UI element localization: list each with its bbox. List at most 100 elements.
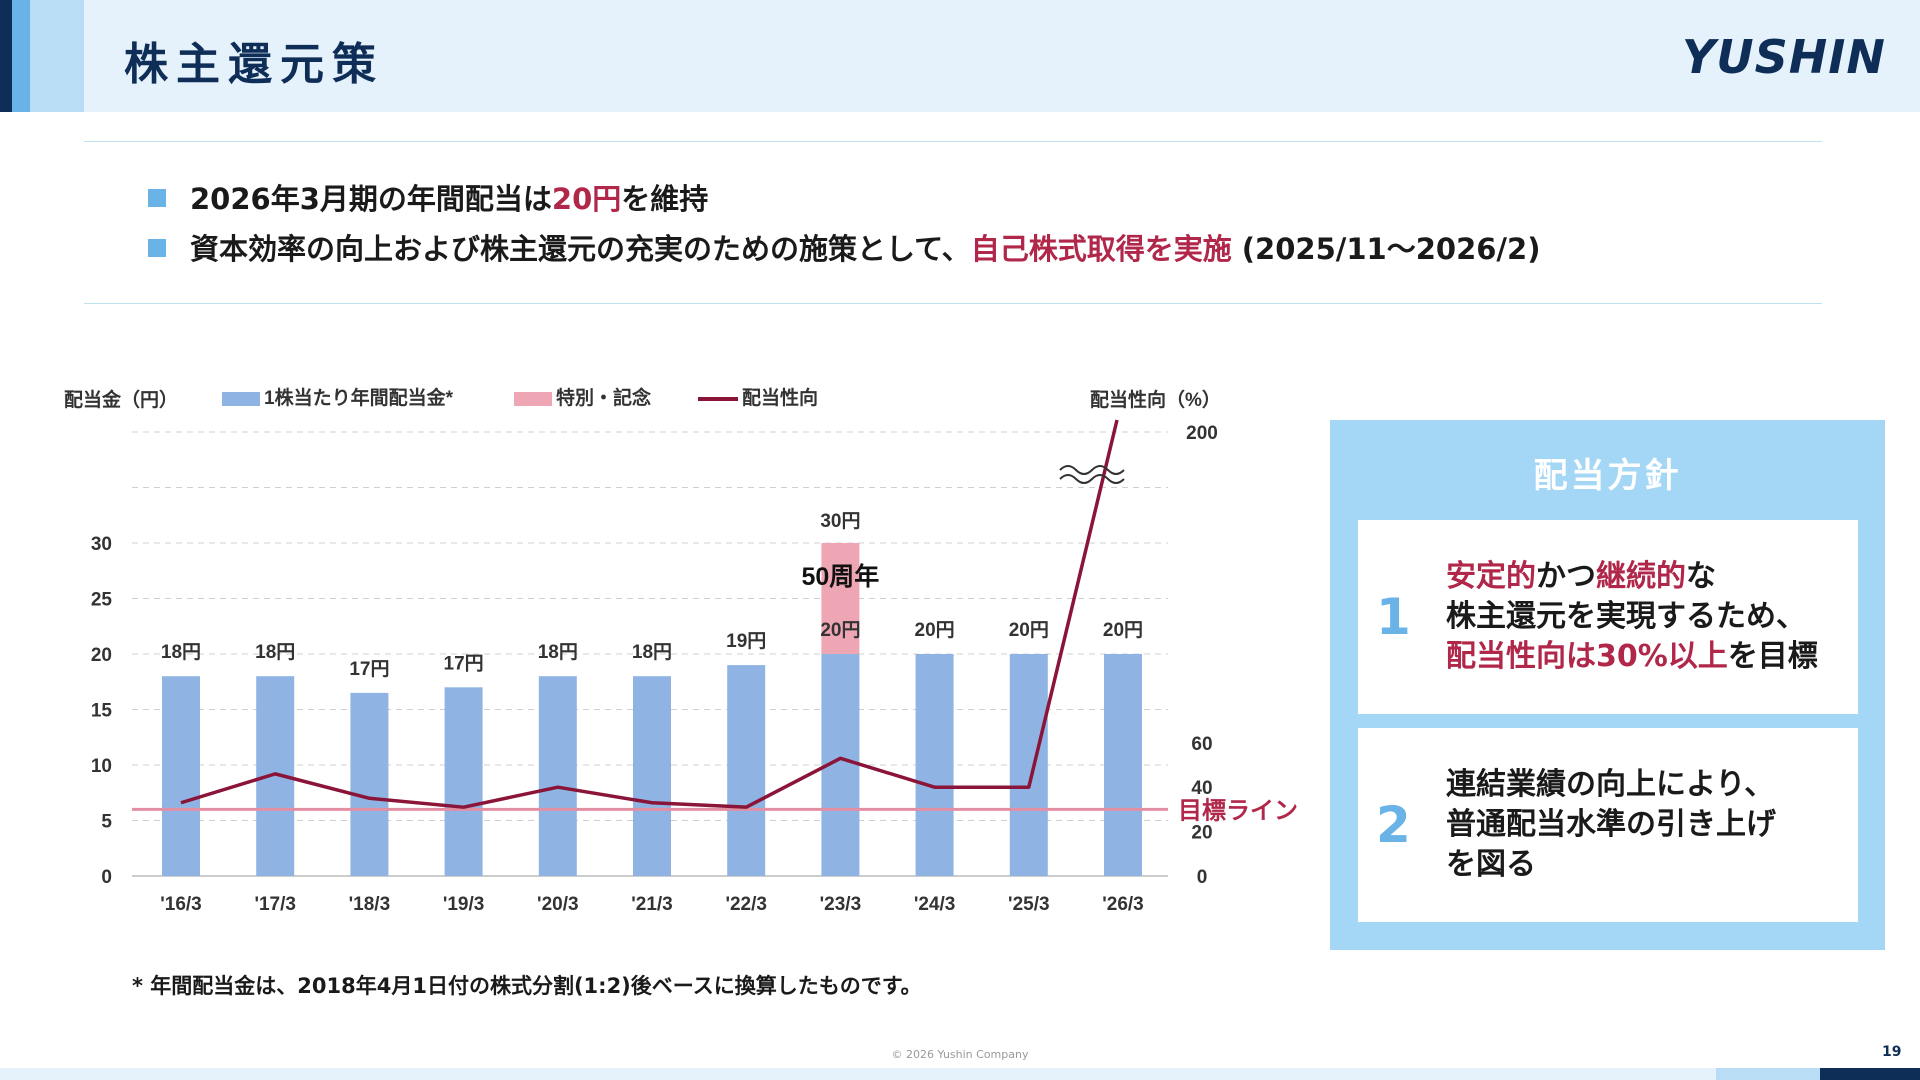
policy-line: 配当性向は30%以上を目標: [1446, 637, 1818, 677]
footnote: * 年間配当金は、2018年4月1日付の株式分割(1:2)後ベースに換算したもの…: [132, 974, 922, 998]
policy-card-1: 1 安定的かつ継続的な 株主還元を実現するため、 配当性向は30%以上を目標: [1358, 520, 1858, 714]
bullet-buyback: 資本効率の向上および株主還元の充実のための施策として、自己株式取得を実施 (20…: [148, 226, 1540, 268]
bar-value-label: 20円: [820, 620, 860, 641]
left-tick-label: 5: [101, 812, 112, 833]
page-title: 株主還元策: [124, 39, 384, 90]
policy-segment: な: [1686, 559, 1716, 594]
legend-swatch-regular: [222, 392, 260, 406]
target-line-label: 目標ライン: [1178, 797, 1298, 824]
x-tick-label: '23/3: [820, 894, 862, 915]
dividend-policy-panel: 配当方針 1 安定的かつ継続的な 株主還元を実現するため、 配当性向は30%以上を目…: [1330, 420, 1885, 950]
left-axis-title: 配当金（円）: [64, 388, 178, 411]
special-value-label: 30円: [820, 511, 860, 532]
bar-value-label: 17円: [349, 659, 389, 680]
legend-label-regular: 1株当たり年間配当金*: [264, 386, 454, 409]
top-divider: [84, 141, 1822, 142]
bullet-square-icon: [148, 189, 166, 207]
bullet-text: 資本効率の向上および株主還元の充実のための施策として、: [190, 232, 971, 266]
policy-line: 安定的かつ継続的な: [1446, 557, 1818, 597]
bar-value-label: 20円: [1009, 620, 1049, 641]
legend-label-special: 特別・記念: [556, 386, 651, 409]
header-bar: 株主還元策 YUSHIN: [0, 0, 1920, 112]
header-accent-mid: [12, 0, 30, 112]
bar-value-label: 18円: [255, 642, 295, 663]
right-tick-label: 60: [1191, 734, 1212, 755]
bar-value-label: 19円: [726, 631, 766, 652]
policy-segment: 普通配当水準の引き上げ: [1446, 807, 1776, 842]
right-tick-label: 20: [1191, 823, 1212, 844]
bar-regular-dividend: [727, 665, 766, 876]
policy-text: 連結業績の向上により、 普通配当水準の引き上げ を図る: [1446, 765, 1776, 885]
policy-segment: を目標: [1727, 639, 1818, 674]
axis-break-mark: [1059, 474, 1125, 484]
bar-regular-dividend: [1104, 654, 1142, 876]
bullet-dividend: 2026年3月期の年間配当は20円を維持: [148, 176, 708, 218]
x-tick-label: '26/3: [1102, 894, 1144, 915]
policy-segment: 連結業績の向上により、: [1446, 767, 1775, 802]
bar-value-label: 18円: [538, 642, 578, 663]
right-tick-label: 40: [1191, 778, 1212, 799]
footer-accent-dark: [1820, 1068, 1920, 1080]
x-tick-label: '22/3: [725, 894, 767, 915]
x-tick-label: '20/3: [537, 894, 579, 915]
right-tick-label: 200: [1186, 423, 1218, 444]
x-tick-label: '16/3: [160, 894, 202, 915]
footer-strip: [0, 1068, 1920, 1080]
left-tick-label: 0: [101, 867, 112, 888]
policy-line: 株主還元を実現するため、: [1446, 597, 1818, 637]
bar-regular-dividend: [350, 692, 389, 876]
left-tick-label: 30: [91, 534, 112, 555]
anniversary-label: 50周年: [801, 562, 879, 591]
legend-swatch-special: [514, 392, 552, 406]
policy-number: 1: [1376, 588, 1411, 646]
bar-regular-dividend: [538, 676, 577, 876]
right-axis-title: 配当性向（%）: [1090, 388, 1221, 411]
bullet-highlight: 20円: [551, 182, 622, 216]
bullet-text: 2026年3月期の年間配当は: [190, 182, 552, 216]
policy-segment: かつ: [1536, 559, 1596, 594]
bullet-text: (2025/11～2026/2): [1231, 232, 1541, 266]
bullet-square-icon: [148, 239, 166, 257]
payout-ratio-line: [180, 419, 1119, 809]
page-number: 19: [1882, 1044, 1902, 1060]
header-accent-dark: [0, 0, 12, 112]
bar-regular-dividend: [444, 687, 483, 876]
policy-card-2: 2 連結業績の向上により、 普通配当水準の引き上げ を図る: [1358, 728, 1858, 922]
bar-value-label: 20円: [915, 620, 955, 641]
copyright: © 2026 Yushin Company: [891, 1048, 1029, 1061]
policy-text: 安定的かつ継続的な 株主還元を実現するため、 配当性向は30%以上を目標: [1446, 557, 1818, 677]
bullet-highlight: 自己株式取得を実施: [970, 232, 1232, 266]
x-tick-label: '18/3: [349, 894, 391, 915]
header-accent-light: [30, 0, 84, 112]
x-tick-label: '24/3: [914, 894, 956, 915]
bar-regular-dividend: [915, 654, 954, 876]
legend-label-payout: 配当性向: [742, 386, 818, 409]
x-tick-label: '19/3: [443, 894, 485, 915]
company-logo: YUSHIN: [1682, 30, 1886, 84]
policy-line: を図る: [1446, 845, 1776, 885]
left-tick-label: 20: [91, 645, 112, 666]
bar-regular-dividend: [1009, 654, 1048, 876]
policy-highlight: 継続的: [1596, 559, 1686, 594]
axis-break-mark: [1059, 465, 1125, 475]
policy-line: 連結業績の向上により、: [1446, 765, 1776, 805]
left-tick-label: 25: [91, 590, 113, 611]
left-tick-label: 15: [91, 701, 113, 722]
bar-value-label: 17円: [444, 653, 484, 674]
x-tick-label: '17/3: [254, 894, 296, 915]
policy-number: 2: [1376, 796, 1411, 854]
x-tick-label: '25/3: [1008, 894, 1050, 915]
policy-highlight: 配当性向は30%以上: [1446, 639, 1728, 674]
policy-highlight: 安定的: [1446, 559, 1536, 594]
bar-value-label: 18円: [161, 642, 201, 663]
policy-segment: を図る: [1446, 847, 1536, 882]
policy-title: 配当方針: [1533, 456, 1682, 496]
bar-regular-dividend: [633, 676, 671, 876]
policy-line: 普通配当水準の引き上げ: [1446, 805, 1776, 845]
bar-special-dividend: [821, 543, 860, 654]
left-tick-label: 10: [91, 756, 112, 777]
bar-regular-dividend: [162, 676, 200, 876]
footer-accent-light: [1716, 1068, 1820, 1080]
x-tick-label: '21/3: [631, 894, 673, 915]
dividend-chart: 0 5 10 15 20 25 30 0 20 40 60 200 配当金（円） 配当性向（%） 1株当たり…: [64, 386, 1298, 915]
